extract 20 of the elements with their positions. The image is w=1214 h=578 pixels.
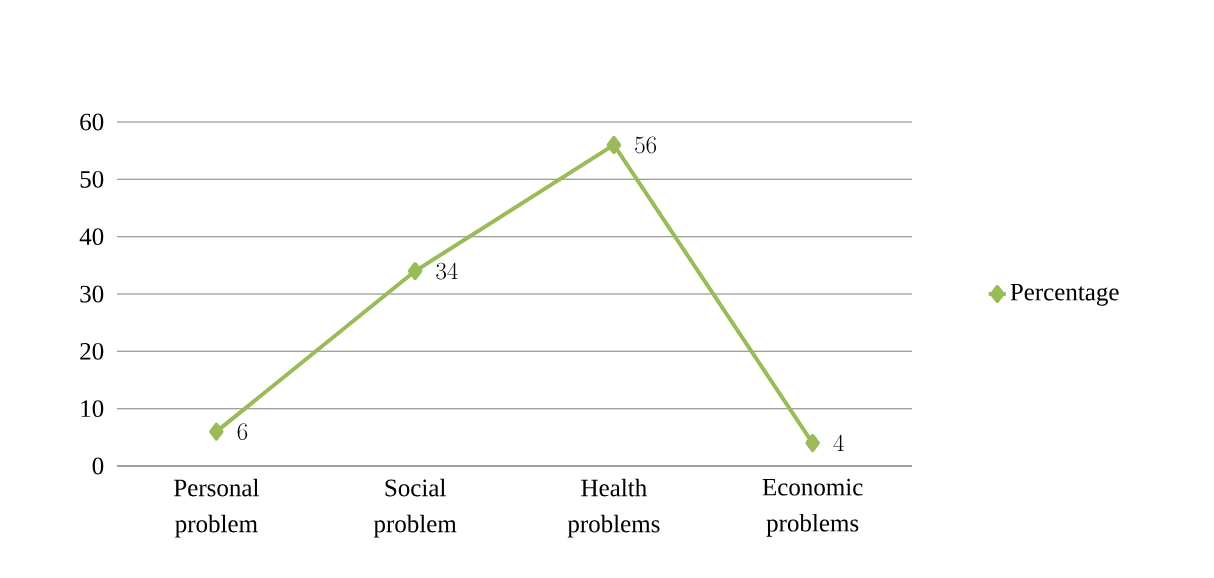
point [209,422,224,441]
point [407,262,423,281]
data-label: 34 [436,262,458,280]
y-tick-label: 30 [80,285,104,303]
y-tick-label: 0 [92,457,104,475]
data-label: 6 [237,423,248,441]
y-tick-label: 10 [81,400,104,418]
y-tick-label: 60 [80,113,104,131]
y-tick-label: 40 [79,228,104,246]
legend-label: Percentage [1010,283,1119,306]
point [805,434,820,453]
point [606,135,622,154]
x-tick-label: Economic problems [762,478,863,537]
x-tick-label: Health problems [567,478,660,538]
y-tick-label: 50 [80,170,104,188]
x-tick-label: Personal problem [174,478,259,538]
x-tick-label: Social problem [373,478,457,538]
y-tick-label: 20 [80,342,104,360]
data-label: 4 [833,434,844,452]
data-label: 56 [635,136,657,154]
